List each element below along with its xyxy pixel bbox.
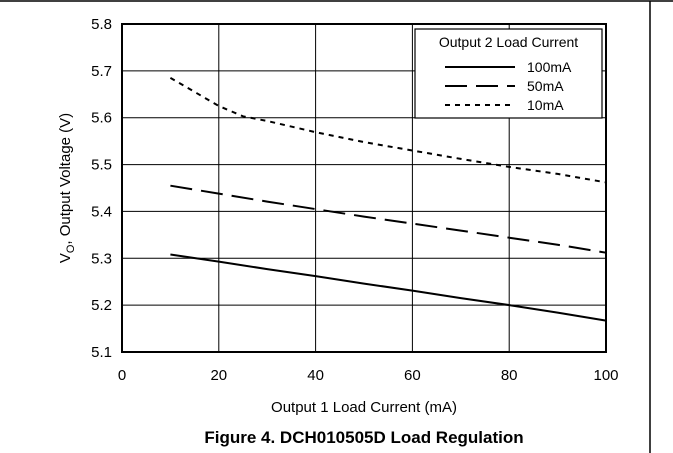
- y-tick-label: 5.5: [91, 157, 112, 174]
- legend-label-100ma: 100mA: [527, 59, 572, 75]
- legend-title: Output 2 Load Current: [439, 34, 578, 50]
- x-axis-title: Output 1 Load Current (mA): [271, 399, 457, 416]
- plot-area: 0 20 40 60 80 100 5.1 5.2 5.3 5.4 5.5 5.6 5.7 5.8: [91, 16, 618, 384]
- legend-box: [414, 28, 603, 119]
- legend-label-50ma: 50mA: [527, 78, 564, 94]
- y-axis-title-main: V: [57, 253, 74, 263]
- series-line-100ma: [170, 253, 607, 322]
- x-tick-label: 80: [501, 367, 518, 384]
- y-tick-label: 5.3: [91, 250, 112, 267]
- plot-frame: [121, 23, 607, 353]
- y-tick-label: 5.1: [91, 344, 112, 361]
- x-tick-label: 100: [593, 367, 618, 384]
- y-axis-title: VO, Output Voltage (V): [57, 113, 77, 263]
- legend-label-10ma: 10mA: [527, 97, 564, 113]
- y-tick-label: 5.6: [91, 110, 112, 127]
- x-tick-label: 0: [118, 367, 126, 384]
- y-tick-label: 5.2: [91, 297, 112, 314]
- legend: Output 2 Load Current 100mA 50mA 10mA: [414, 28, 603, 119]
- y-tick-label: 5.8: [91, 16, 112, 33]
- series-line-50ma: [170, 184, 607, 254]
- y-tick-label: 5.4: [91, 203, 112, 220]
- x-tick-label: 20: [210, 367, 227, 384]
- y-tick-label: 5.7: [91, 63, 112, 80]
- y-axis-title-sub: O: [65, 244, 77, 253]
- y-axis-title-rest: , Output Voltage (V): [57, 113, 74, 245]
- series-line-10ma: [169, 77, 607, 184]
- x-tick-label: 60: [404, 367, 421, 384]
- x-tick-label: 40: [307, 367, 324, 384]
- figure-caption: Figure 4. DCH010505D Load Regulation: [204, 428, 523, 447]
